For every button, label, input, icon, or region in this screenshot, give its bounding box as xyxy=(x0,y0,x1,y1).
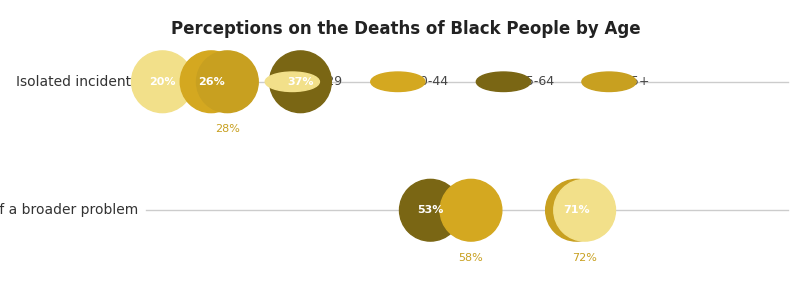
Text: 53%: 53% xyxy=(417,205,443,215)
Ellipse shape xyxy=(545,179,607,241)
Text: 30-44: 30-44 xyxy=(412,75,448,88)
Ellipse shape xyxy=(269,51,331,113)
Text: 28%: 28% xyxy=(215,124,239,134)
Circle shape xyxy=(581,72,635,91)
Ellipse shape xyxy=(196,51,258,113)
Text: 72%: 72% xyxy=(572,253,596,263)
Circle shape xyxy=(371,72,424,91)
Text: 18-29: 18-29 xyxy=(307,75,342,88)
Text: 20%: 20% xyxy=(149,77,175,87)
Ellipse shape xyxy=(553,179,615,241)
Text: 58%: 58% xyxy=(458,253,483,263)
Text: Perceptions on the Deaths of Black People by Age: Perceptions on the Deaths of Black Peopl… xyxy=(171,20,640,39)
Text: Signs of a broader problem: Signs of a broader problem xyxy=(0,203,138,217)
Text: 26%: 26% xyxy=(198,77,224,87)
Text: 65+: 65+ xyxy=(623,75,650,88)
Text: 71%: 71% xyxy=(563,205,589,215)
Ellipse shape xyxy=(399,179,461,241)
Text: Isolated incidents: Isolated incidents xyxy=(15,75,138,89)
Ellipse shape xyxy=(180,51,242,113)
Ellipse shape xyxy=(440,179,501,241)
Circle shape xyxy=(265,72,319,91)
Text: 37%: 37% xyxy=(287,77,313,87)
Text: 45-64: 45-64 xyxy=(517,75,553,88)
Ellipse shape xyxy=(131,51,193,113)
Circle shape xyxy=(476,72,530,91)
